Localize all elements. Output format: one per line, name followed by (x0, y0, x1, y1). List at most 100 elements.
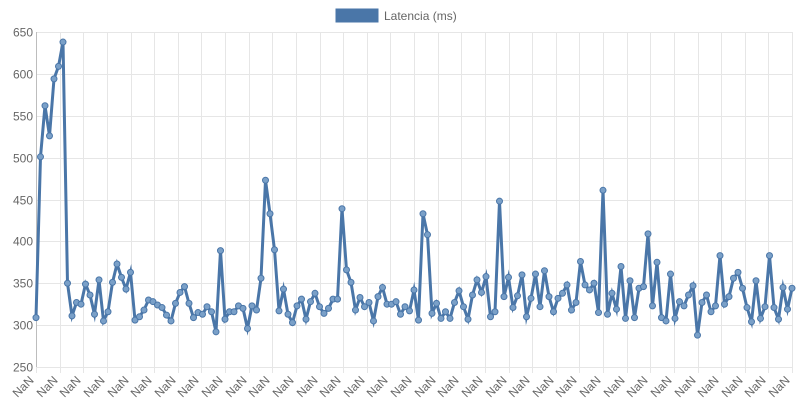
data-point (95, 276, 103, 284)
data-point (257, 274, 265, 282)
x-tick-label: NaN (270, 373, 297, 400)
data-point (370, 317, 377, 325)
data-point (91, 310, 98, 318)
data-point (563, 281, 571, 289)
data-point (617, 263, 625, 270)
x-tick-label: NaN (128, 373, 155, 400)
x-tick-label: NaN (553, 373, 580, 400)
data-point (770, 304, 778, 312)
data-point (626, 277, 634, 285)
data-point (613, 305, 620, 313)
x-tick-label: NaN (34, 373, 61, 400)
data-point (221, 315, 229, 323)
data-point (406, 307, 413, 315)
data-point (392, 298, 400, 306)
data-point (442, 308, 449, 316)
data-point (730, 274, 737, 282)
data-point (680, 302, 688, 310)
data-point (410, 286, 418, 294)
data-point (230, 308, 238, 316)
data-point (757, 314, 764, 322)
data-point (181, 283, 188, 291)
y-tick-label: 300 (13, 319, 33, 333)
data-point (100, 317, 107, 325)
data-point (104, 308, 112, 316)
data-point (217, 247, 224, 255)
data-point (311, 289, 319, 297)
data-point (365, 299, 373, 307)
x-tick-label: NaN (199, 373, 226, 400)
x-tick-label: NaN (81, 373, 108, 400)
data-point (734, 268, 742, 276)
data-point (397, 310, 404, 318)
data-point (149, 298, 157, 306)
data-point (505, 273, 512, 281)
data-point (671, 314, 679, 322)
x-tick-label: NaN (766, 373, 793, 400)
x-tick-label: NaN (10, 373, 37, 400)
data-point (82, 280, 89, 288)
data-point (667, 270, 674, 278)
data-point (694, 331, 701, 339)
data-point (37, 153, 44, 161)
data-point (788, 284, 796, 292)
data-point (424, 231, 431, 239)
data-point (185, 299, 193, 307)
data-point (77, 300, 85, 308)
data-point (482, 273, 490, 281)
data-point (325, 304, 332, 312)
data-point (662, 317, 670, 325)
x-tick-label: NaN (175, 373, 202, 400)
data-point (433, 299, 440, 307)
data-point (334, 295, 341, 303)
data-point (653, 258, 661, 266)
x-tick-label: NaN (648, 373, 675, 400)
data-point (523, 313, 530, 321)
x-tick-label: NaN (105, 373, 132, 400)
data-point (302, 315, 310, 323)
data-point (113, 260, 121, 268)
data-point (320, 309, 328, 317)
data-point (262, 176, 269, 184)
data-point (761, 303, 769, 311)
data-point (55, 62, 62, 70)
data-point (266, 210, 274, 218)
data-point (752, 277, 760, 285)
data-point (176, 288, 184, 296)
x-tick-label: NaN (294, 373, 321, 400)
x-tick-label: NaN (317, 373, 344, 400)
data-point (361, 303, 368, 311)
data-point (478, 288, 485, 296)
data-point (491, 308, 499, 316)
data-point (509, 304, 517, 312)
data-point (550, 308, 557, 316)
data-point (622, 314, 629, 322)
data-point (554, 294, 562, 302)
data-point (356, 293, 364, 301)
data-point (374, 293, 382, 301)
data-point (586, 286, 593, 294)
data-point (698, 299, 706, 307)
y-tick-label: 650 (13, 26, 33, 40)
data-point (518, 271, 526, 279)
data-point (743, 304, 751, 312)
data-point (428, 309, 436, 317)
y-tick-label: 500 (13, 152, 33, 166)
data-point (415, 316, 422, 324)
x-tick-label: NaN (672, 373, 699, 400)
data-point (437, 314, 445, 322)
data-point (451, 299, 458, 307)
data-point (163, 311, 170, 319)
data-point (298, 295, 305, 303)
y-tick-label: 350 (13, 277, 33, 291)
data-point (545, 293, 553, 301)
data-point (59, 38, 67, 46)
data-point (572, 299, 580, 307)
x-tick-label: NaN (483, 373, 510, 400)
data-point (289, 319, 296, 327)
data-point (118, 273, 125, 281)
data-point (172, 299, 179, 307)
data-point (541, 267, 548, 275)
